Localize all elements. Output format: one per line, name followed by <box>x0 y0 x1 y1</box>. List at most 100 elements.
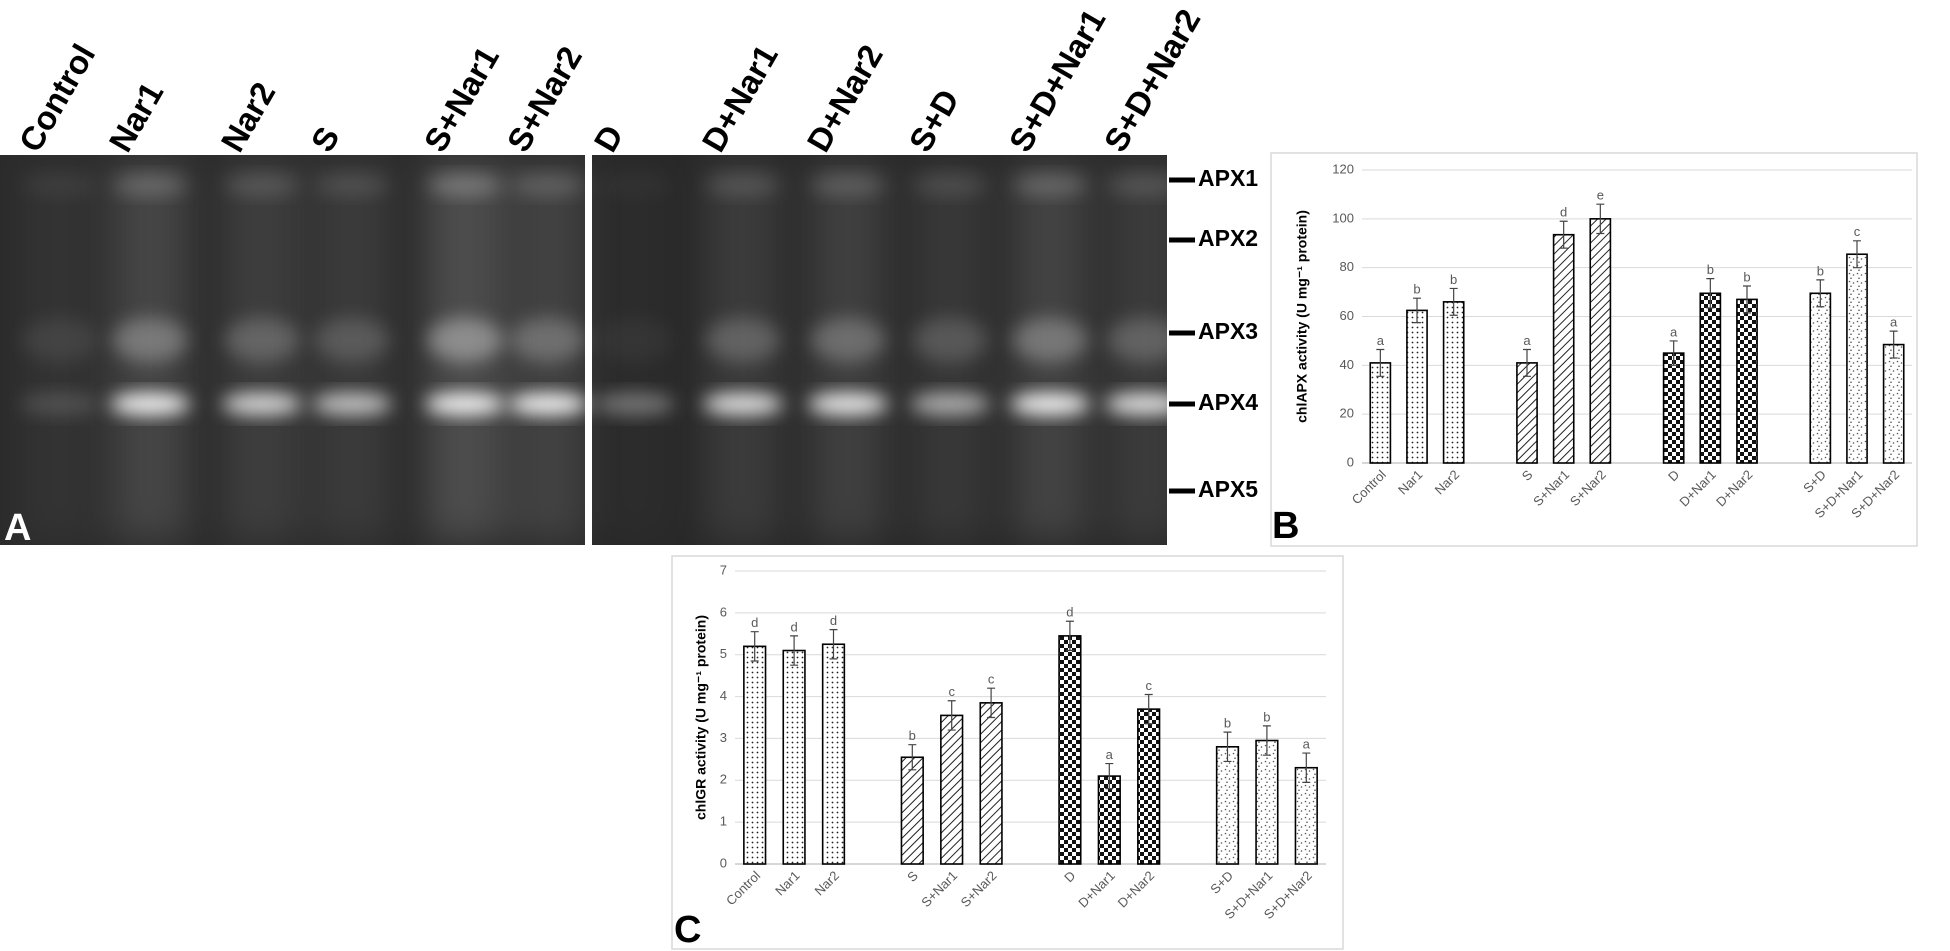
gel-band <box>597 175 673 195</box>
gel-band <box>312 393 392 415</box>
bar <box>1699 292 1722 464</box>
significance-letter: a <box>1670 324 1678 339</box>
error-bar <box>829 629 838 660</box>
gel-band <box>510 318 586 362</box>
y-tick-label: 5 <box>720 646 727 661</box>
y-tick-label: 4 <box>720 688 727 703</box>
bar <box>743 645 767 865</box>
gel-band <box>1010 393 1090 415</box>
gel-band <box>222 393 302 415</box>
gel-band <box>810 175 886 195</box>
y-tick-label: 7 <box>720 562 727 577</box>
significance-letter: b <box>1817 263 1824 278</box>
gel-band <box>508 393 588 415</box>
gel-band <box>705 318 781 362</box>
lane-label: S+Nar1 <box>417 40 506 158</box>
y-tick-label: 20 <box>1340 406 1354 421</box>
y-tick-label: 120 <box>1332 161 1354 176</box>
gel-band <box>597 318 673 362</box>
error-bar <box>1105 762 1114 790</box>
gel-band <box>1105 393 1185 415</box>
bar <box>900 756 924 865</box>
error-bar <box>1144 693 1153 725</box>
significance-letter: b <box>1413 282 1420 297</box>
lane-label: Nar1 <box>102 76 171 158</box>
significance-letter: d <box>790 619 797 634</box>
significance-letter: a <box>1890 315 1898 330</box>
y-tick-label: 60 <box>1340 308 1354 323</box>
significance-letter: d <box>830 613 837 628</box>
error-bar <box>1413 297 1421 324</box>
bar <box>1736 298 1758 464</box>
band-label: APX3 <box>1198 318 1258 344</box>
gel-band <box>910 393 990 415</box>
bar <box>1097 775 1121 865</box>
error-bar <box>790 635 799 666</box>
error-bar <box>1262 725 1271 756</box>
gel-band <box>20 393 100 415</box>
gel-band <box>425 393 505 415</box>
panel-label: C <box>674 909 701 951</box>
significance-letter: d <box>751 615 758 630</box>
gel-band <box>314 318 390 362</box>
bar <box>1589 218 1612 464</box>
error-bar <box>1706 278 1715 309</box>
significance-letter: b <box>1743 269 1750 284</box>
lane-label: S+Nar2 <box>500 40 589 158</box>
significance-letter: b <box>909 728 916 743</box>
band-label: APX2 <box>1198 225 1258 251</box>
band-label: APX5 <box>1198 476 1258 502</box>
error-bar <box>1816 279 1825 308</box>
band-label: APX1 <box>1198 165 1258 191</box>
bar <box>1137 708 1161 865</box>
lane-label: D+Nar2 <box>800 38 890 157</box>
gel-band <box>810 318 886 362</box>
significance-letter: b <box>1450 272 1457 287</box>
gel-band <box>1012 318 1088 362</box>
significance-letter: c <box>988 672 995 687</box>
y-axis-title: chlAPX activity (U mg⁻¹ protein) <box>1294 210 1310 423</box>
bar <box>821 643 846 865</box>
lane-label: S+D <box>902 83 967 158</box>
gel-band <box>705 175 781 195</box>
gel-band <box>314 175 390 195</box>
significance-letter: c <box>1145 678 1152 693</box>
error-bar <box>987 687 996 719</box>
error-bar <box>947 700 956 731</box>
significance-letter: a <box>1523 333 1531 348</box>
bar <box>1255 739 1279 865</box>
significance-letter: d <box>1560 205 1567 220</box>
error-bar <box>1223 731 1232 763</box>
bar <box>940 714 964 865</box>
lane-label: D+Nar1 <box>695 38 785 157</box>
error-bar <box>1065 620 1074 652</box>
y-axis-title: chlGR activity (U mg⁻¹ protein) <box>693 615 709 820</box>
gel-band <box>808 393 888 415</box>
significance-letter: a <box>1377 333 1385 348</box>
lane-label: S <box>304 120 347 158</box>
y-tick-label: 1 <box>720 814 727 829</box>
gel-band <box>1107 175 1183 195</box>
band-label: APX4 <box>1198 389 1258 415</box>
lane-label: Nar2 <box>214 76 283 158</box>
y-tick-label: 40 <box>1340 357 1354 372</box>
lane-label: S+D+Nar1 <box>1002 3 1113 158</box>
significance-letter: c <box>1854 224 1861 239</box>
y-tick-label: 2 <box>720 772 727 787</box>
gel-band <box>22 175 98 195</box>
gel-band <box>224 318 300 362</box>
significance-letter: b <box>1224 716 1231 731</box>
bar <box>1809 292 1832 464</box>
error-bar <box>1596 203 1605 235</box>
y-tick-label: 3 <box>720 730 727 745</box>
bar <box>1882 343 1905 464</box>
gel-band <box>224 175 300 195</box>
significance-letter: e <box>1597 188 1604 203</box>
gel-image <box>0 155 1185 545</box>
error-bar <box>1889 330 1898 359</box>
gel-band <box>1107 318 1183 362</box>
lane-label: D <box>587 119 631 158</box>
bar <box>1369 362 1392 464</box>
gel-band <box>703 393 783 415</box>
gel-band <box>110 393 190 415</box>
